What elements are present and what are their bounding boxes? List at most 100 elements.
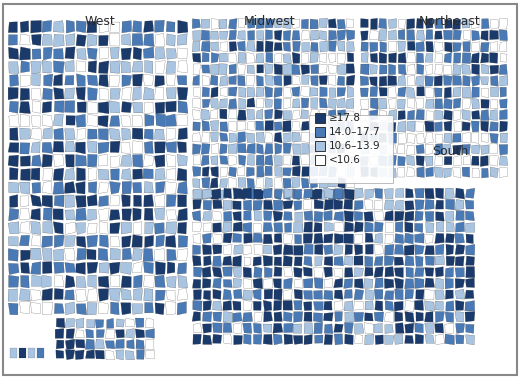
Polygon shape [98, 195, 108, 206]
Polygon shape [324, 234, 333, 243]
Polygon shape [219, 99, 227, 108]
Polygon shape [283, 178, 291, 188]
Polygon shape [388, 122, 396, 132]
Polygon shape [337, 88, 346, 97]
Polygon shape [472, 64, 479, 75]
Polygon shape [201, 41, 210, 52]
Polygon shape [435, 311, 444, 322]
Polygon shape [65, 101, 75, 113]
Polygon shape [445, 199, 455, 210]
Polygon shape [234, 245, 242, 254]
Polygon shape [445, 267, 454, 277]
Polygon shape [456, 335, 464, 344]
Polygon shape [253, 257, 262, 266]
Polygon shape [166, 181, 176, 194]
Polygon shape [154, 129, 165, 140]
Polygon shape [406, 53, 415, 63]
Polygon shape [379, 98, 387, 109]
Polygon shape [490, 100, 498, 109]
Polygon shape [155, 169, 165, 180]
Polygon shape [480, 156, 488, 167]
Polygon shape [292, 64, 300, 75]
Polygon shape [8, 155, 19, 167]
Polygon shape [228, 155, 236, 166]
Polygon shape [109, 288, 120, 301]
Polygon shape [98, 208, 109, 220]
Polygon shape [65, 302, 75, 315]
Polygon shape [20, 143, 30, 154]
Polygon shape [220, 42, 228, 51]
Polygon shape [110, 223, 120, 234]
Polygon shape [263, 245, 271, 254]
Polygon shape [42, 143, 53, 153]
Polygon shape [379, 110, 388, 121]
Polygon shape [20, 88, 30, 100]
Polygon shape [121, 34, 131, 45]
Polygon shape [426, 167, 433, 177]
Polygon shape [220, 189, 227, 200]
Polygon shape [243, 301, 252, 311]
Polygon shape [20, 34, 30, 45]
Polygon shape [263, 223, 273, 232]
Polygon shape [229, 53, 237, 64]
Polygon shape [143, 74, 154, 85]
Polygon shape [319, 18, 328, 28]
Polygon shape [256, 41, 264, 52]
Polygon shape [360, 76, 369, 86]
Polygon shape [178, 222, 187, 234]
Polygon shape [436, 212, 444, 221]
Polygon shape [87, 249, 96, 260]
Polygon shape [256, 109, 263, 119]
Polygon shape [54, 195, 64, 207]
Polygon shape [405, 323, 414, 333]
Polygon shape [329, 99, 337, 108]
Polygon shape [31, 290, 42, 301]
Polygon shape [266, 52, 273, 63]
Polygon shape [219, 31, 228, 39]
Polygon shape [136, 339, 144, 349]
Polygon shape [324, 188, 333, 198]
Polygon shape [370, 156, 378, 166]
Polygon shape [220, 167, 228, 177]
Polygon shape [319, 64, 327, 73]
Polygon shape [434, 76, 442, 86]
Polygon shape [398, 133, 406, 143]
Polygon shape [166, 235, 176, 248]
Text: 10.6–13.9: 10.6–13.9 [329, 141, 381, 151]
Polygon shape [462, 167, 470, 177]
Polygon shape [416, 53, 424, 63]
Polygon shape [20, 196, 29, 206]
Polygon shape [425, 246, 435, 255]
Polygon shape [19, 182, 30, 194]
Polygon shape [228, 144, 237, 153]
Polygon shape [284, 267, 292, 276]
Polygon shape [211, 53, 219, 63]
Polygon shape [254, 244, 263, 255]
Polygon shape [398, 41, 405, 52]
Polygon shape [254, 312, 263, 322]
Polygon shape [346, 156, 354, 166]
Polygon shape [76, 34, 86, 46]
Polygon shape [233, 301, 241, 310]
Polygon shape [334, 234, 343, 243]
Polygon shape [463, 155, 470, 165]
Polygon shape [223, 323, 232, 333]
Polygon shape [76, 318, 84, 328]
Polygon shape [42, 20, 52, 32]
Polygon shape [76, 181, 85, 194]
Polygon shape [193, 323, 202, 333]
Polygon shape [273, 200, 283, 210]
Polygon shape [334, 324, 343, 332]
Polygon shape [455, 222, 465, 232]
Polygon shape [213, 278, 221, 288]
Polygon shape [361, 64, 369, 75]
Polygon shape [355, 334, 363, 344]
Polygon shape [145, 222, 154, 234]
Polygon shape [354, 289, 364, 300]
Polygon shape [88, 129, 97, 139]
Polygon shape [370, 42, 378, 52]
Polygon shape [109, 101, 120, 113]
Polygon shape [220, 76, 228, 86]
Polygon shape [210, 156, 218, 165]
Polygon shape [247, 178, 255, 189]
